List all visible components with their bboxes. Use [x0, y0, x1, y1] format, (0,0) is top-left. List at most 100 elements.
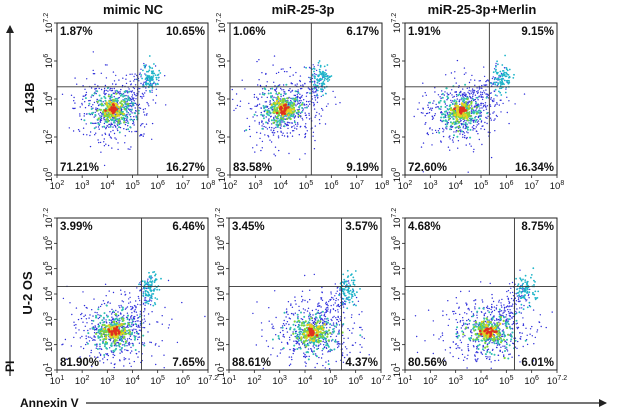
event-dot [296, 99, 299, 102]
event-dot [432, 132, 434, 135]
y-tick-label: 106 [391, 54, 403, 69]
event-dot [320, 298, 322, 300]
event-dot [256, 115, 258, 117]
event-dot [235, 107, 237, 110]
event-dot [123, 108, 126, 111]
event-dot [343, 282, 346, 285]
event-dot [149, 81, 152, 83]
event-dot [281, 100, 284, 103]
event-dot [124, 105, 126, 108]
event-dot [147, 331, 149, 333]
event-dot [466, 96, 469, 99]
event-dot [323, 75, 326, 78]
event-dot [254, 105, 256, 108]
event-dot [111, 147, 113, 149]
event-dot [450, 72, 453, 74]
event-dot [315, 69, 318, 72]
event-dot [443, 116, 446, 119]
event-dot [350, 316, 353, 319]
event-dot [155, 78, 158, 81]
event-dot [108, 123, 110, 126]
event-dot [138, 283, 140, 286]
event-dot [276, 131, 279, 133]
event-dot [312, 75, 314, 77]
event-dot [298, 347, 300, 349]
event-dot [70, 345, 73, 347]
event-dot [132, 102, 135, 105]
event-dot [129, 321, 131, 324]
event-dot [96, 356, 99, 358]
event-dot [314, 97, 316, 99]
event-dot [122, 301, 125, 303]
event-dot [311, 350, 313, 352]
event-dot [115, 111, 118, 115]
event-dot [268, 89, 270, 92]
event-dot [128, 341, 130, 344]
event-dot [446, 128, 448, 130]
event-dot [96, 344, 98, 346]
event-dot [321, 349, 323, 352]
event-dot [287, 114, 290, 117]
event-dot [424, 115, 426, 117]
event-dot [311, 349, 313, 351]
event-dot [273, 327, 275, 330]
event-dot [319, 335, 322, 338]
event-dot [269, 139, 271, 141]
event-dot [145, 74, 147, 76]
event-dot [499, 91, 502, 94]
event-dot [137, 303, 139, 306]
event-dot [116, 128, 118, 130]
event-dot [317, 331, 320, 334]
event-dot [307, 358, 310, 361]
plot-frame [229, 22, 383, 176]
event-dot [472, 129, 474, 131]
event-dot [338, 332, 341, 335]
event-dot [118, 126, 120, 129]
event-dot [492, 76, 494, 78]
event-dot [110, 330, 113, 333]
event-dot [296, 334, 299, 337]
event-dots [61, 271, 206, 369]
event-dot [105, 295, 107, 297]
event-dot [84, 101, 86, 103]
event-dot [141, 280, 144, 283]
quadrant-lower-left-pct: 81.90% [60, 357, 99, 369]
event-dot [69, 302, 71, 304]
event-dot [266, 106, 268, 109]
event-dot [313, 68, 316, 70]
event-dot [95, 314, 97, 317]
event-dot [123, 106, 126, 109]
event-dot [85, 335, 87, 337]
event-dot [344, 300, 347, 303]
event-dot [265, 116, 267, 118]
event-dot [102, 300, 105, 302]
event-dot [312, 84, 315, 86]
event-dot [352, 304, 355, 306]
y-tick-label: 107.2 [43, 208, 55, 228]
event-dot [96, 107, 99, 110]
event-dot [145, 90, 147, 92]
event-dot [283, 120, 286, 123]
event-dot [325, 75, 327, 78]
event-dot [124, 293, 127, 296]
event-dot [294, 348, 296, 351]
event-dot [292, 323, 295, 326]
event-dot [104, 120, 107, 123]
event-dot [283, 324, 286, 326]
event-dot [158, 79, 160, 82]
event-dot [102, 358, 104, 360]
event-dot [123, 365, 125, 367]
event-dots [231, 55, 341, 160]
event-dot [355, 296, 358, 299]
event-dot [299, 327, 301, 329]
event-dot [318, 60, 321, 62]
event-dot [112, 353, 114, 356]
event-dot [275, 123, 278, 126]
event-dot [151, 89, 153, 91]
event-dot [327, 103, 329, 105]
event-dot [304, 83, 306, 85]
event-dot [489, 92, 492, 95]
event-dot [140, 74, 143, 76]
event-dot [291, 130, 294, 132]
event-dot [296, 317, 299, 320]
